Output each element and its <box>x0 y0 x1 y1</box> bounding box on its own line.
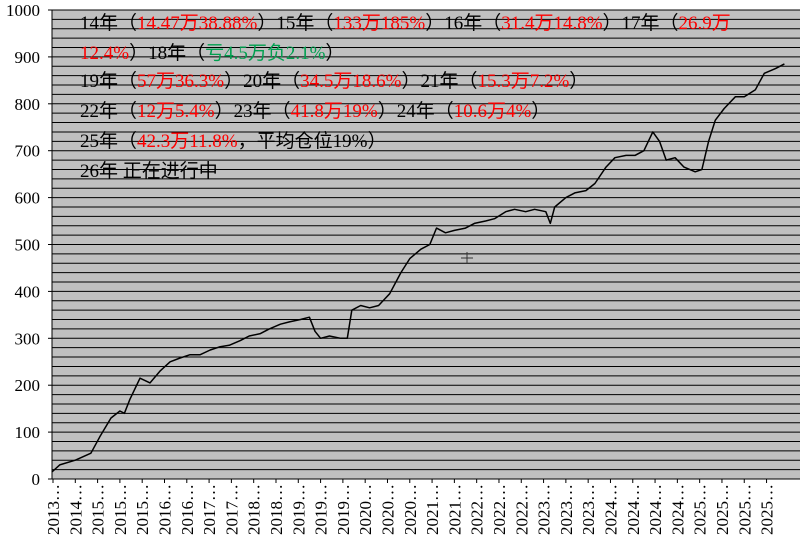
x-tick-label: 2016… <box>155 484 174 535</box>
x-tick-label: 2015… <box>111 484 130 535</box>
x-tick-label: 2025… <box>735 484 754 535</box>
crosshair <box>461 252 473 264</box>
x-tick-label: 2022… <box>490 484 509 535</box>
y-tick-label: 200 <box>15 376 41 395</box>
annotations: 14年（14.47万38.88%）15年（133万185%）16年（31.4万1… <box>80 12 731 182</box>
x-tick-label: 2020… <box>401 484 420 535</box>
annotation-segment: 22年（ <box>80 100 137 122</box>
annotation-segment: 12.4% <box>80 43 129 64</box>
annotation-line: 14年（14.47万38.88%）15年（133万185%）16年（31.4万1… <box>80 12 731 34</box>
grid <box>52 9 800 480</box>
lines <box>51 63 785 473</box>
annotation-line: 19年（57万36.3%）20年（34.5万18.6%）21年（15.3万7.2… <box>80 70 588 92</box>
x-tick-label: 2014… <box>66 484 85 535</box>
annotation-segment: 亏4.5万负2.1% <box>205 42 326 64</box>
annotation-segment: 19年（ <box>80 70 137 92</box>
annotation-segment: ）18年（ <box>129 42 205 64</box>
annotation-segment: 34.5万18.6% <box>300 71 402 92</box>
annotation-segment: ）24年（ <box>378 100 454 122</box>
y-tick-label: 500 <box>15 236 41 255</box>
y-tick-label: 900 <box>15 48 41 67</box>
y-tick-label: 1000 <box>6 1 40 20</box>
x-tick-label: 2025… <box>713 484 732 535</box>
y-tick-label: 100 <box>15 423 41 442</box>
annotation-segment: ） <box>325 42 344 64</box>
x-tick-label: 2023… <box>557 484 576 535</box>
x-tick-label: 2015… <box>133 484 152 535</box>
annotation-segment: 26年 正在进行中 <box>80 160 218 182</box>
annotation-segment: 42.3万11.8% <box>137 131 238 152</box>
x-tick-label: 2020… <box>378 484 397 535</box>
annotation-segment: ，平均仓位19%） <box>238 130 387 152</box>
annotation-segment: 25年（ <box>80 130 137 152</box>
x-tick-label: 2024… <box>646 484 665 535</box>
x-tick-label: 2019… <box>289 484 308 535</box>
annotation-segment: 15.3万7.2% <box>477 71 569 92</box>
x-tick-label: 2019… <box>334 484 353 535</box>
x-tick-label: 2024… <box>668 484 687 535</box>
annotation-segment: ） <box>531 100 550 122</box>
annotation-line: 25年（42.3万11.8%，平均仓位19%） <box>80 130 386 152</box>
x-tick-label: 2015… <box>89 484 108 535</box>
annotation-segment: 133万185% <box>333 13 425 34</box>
x-tick-label: 2024… <box>601 484 620 535</box>
x-tick-label: 2020… <box>356 484 375 535</box>
annotation-segment: 12万5.4% <box>137 101 215 122</box>
annotation-line: 26年 正在进行中 <box>80 160 218 182</box>
annotation-segment: 41.8万19% <box>291 101 378 122</box>
y-tick-label: 300 <box>15 329 41 348</box>
y-tick-label: 800 <box>15 95 41 114</box>
annotation-segment: ）16年（ <box>425 12 501 34</box>
x-tick-label: 2022… <box>468 484 487 535</box>
x-tick-label: 2018… <box>245 484 264 535</box>
y-tick-label: 700 <box>15 142 41 161</box>
x-tick-label: 2024… <box>624 484 643 535</box>
x-tick-label: 2025… <box>758 484 777 535</box>
x-tick-label: 2013… <box>44 484 63 535</box>
x-tick-label: 2018… <box>267 484 286 535</box>
x-tick-label: 2025… <box>691 484 710 535</box>
annotation-segment: ） <box>569 70 588 92</box>
x-tick-label: 2017… <box>222 484 241 535</box>
annotation-segment: 10.6万4% <box>454 101 532 122</box>
x-tick-label: 2016… <box>178 484 197 535</box>
y-tick-label: 400 <box>15 282 41 301</box>
x-tick-label: 2023… <box>579 484 598 535</box>
annotation-segment: 31.4万14.8% <box>501 13 603 34</box>
annotation-segment: ）23年（ <box>215 100 291 122</box>
annotation-line: 12.4%）18年（亏4.5万负2.1%） <box>80 42 344 64</box>
x-tick-label: 2021… <box>423 484 442 535</box>
annotation-segment: ）20年（ <box>224 70 300 92</box>
annotation-segment: 14.47万38.88% <box>137 13 258 34</box>
annotation-segment: ）15年（ <box>257 12 333 34</box>
y-tick-label: 0 <box>32 470 41 489</box>
annotation-segment: 57万36.3% <box>137 71 224 92</box>
x-tick-label: 2023… <box>535 484 554 535</box>
x-tick-label: 2021… <box>445 484 464 535</box>
annotation-segment: 26.9万 <box>679 13 731 34</box>
annotation-line: 22年（12万5.4%）23年（41.8万19%）24年（10.6万4%） <box>80 100 550 122</box>
annotation-segment: 14年（ <box>80 12 137 34</box>
line <box>51 63 785 473</box>
x-tick-label: 2022… <box>512 484 531 535</box>
x-tick-label: 2017… <box>200 484 219 535</box>
x-tick-label: 2019… <box>312 484 331 535</box>
annotation-segment: ）17年（ <box>603 12 679 34</box>
annotation-segment: ）21年（ <box>401 70 477 92</box>
y-tick-label: 600 <box>15 189 41 208</box>
